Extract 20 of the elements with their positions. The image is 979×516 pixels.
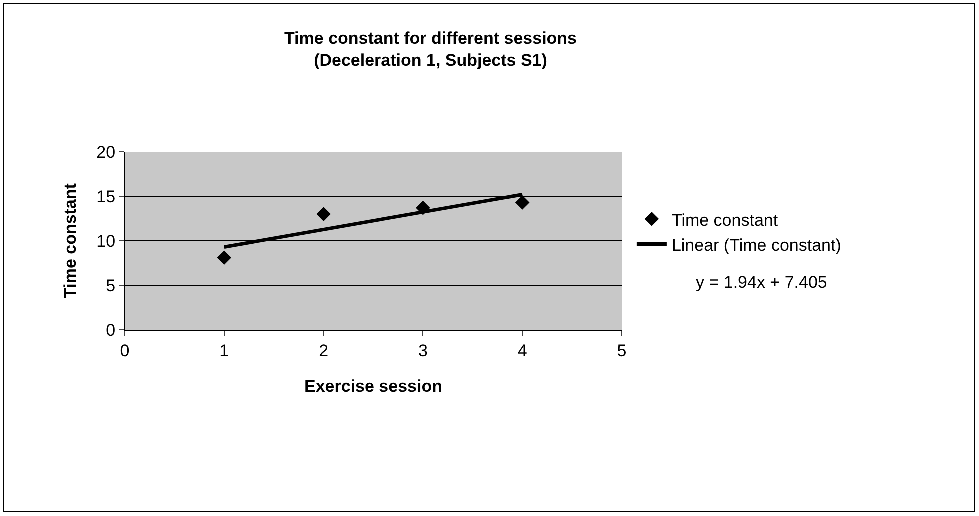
y-axis-title: Time constant xyxy=(61,183,80,298)
y-tick-label: 5 xyxy=(106,276,116,296)
x-tick-label: 2 xyxy=(319,341,329,360)
y-tick-label: 0 xyxy=(106,320,116,340)
x-tick-label: 3 xyxy=(418,341,428,360)
legend-label: Time constant xyxy=(672,210,778,230)
x-tick-label: 4 xyxy=(518,341,528,360)
x-axis-title: Exercise session xyxy=(304,376,442,396)
point xyxy=(316,207,331,222)
point xyxy=(217,250,232,266)
chart-title: Time constant for different sessions (Deceleration 1, Subjects S1) xyxy=(284,28,578,70)
x-tick-label: 5 xyxy=(617,341,627,360)
y-tick-label: 20 xyxy=(96,142,116,162)
legend-label: Linear (Time constant) xyxy=(672,236,842,255)
y-tick-label: 10 xyxy=(96,232,116,251)
text: y = 1.94x + 7.405 xyxy=(696,273,828,292)
x-tick-label: 1 xyxy=(220,341,230,360)
x-tick-label: 0 xyxy=(120,341,130,360)
point xyxy=(515,196,530,210)
y-tick-label: 15 xyxy=(96,187,116,206)
